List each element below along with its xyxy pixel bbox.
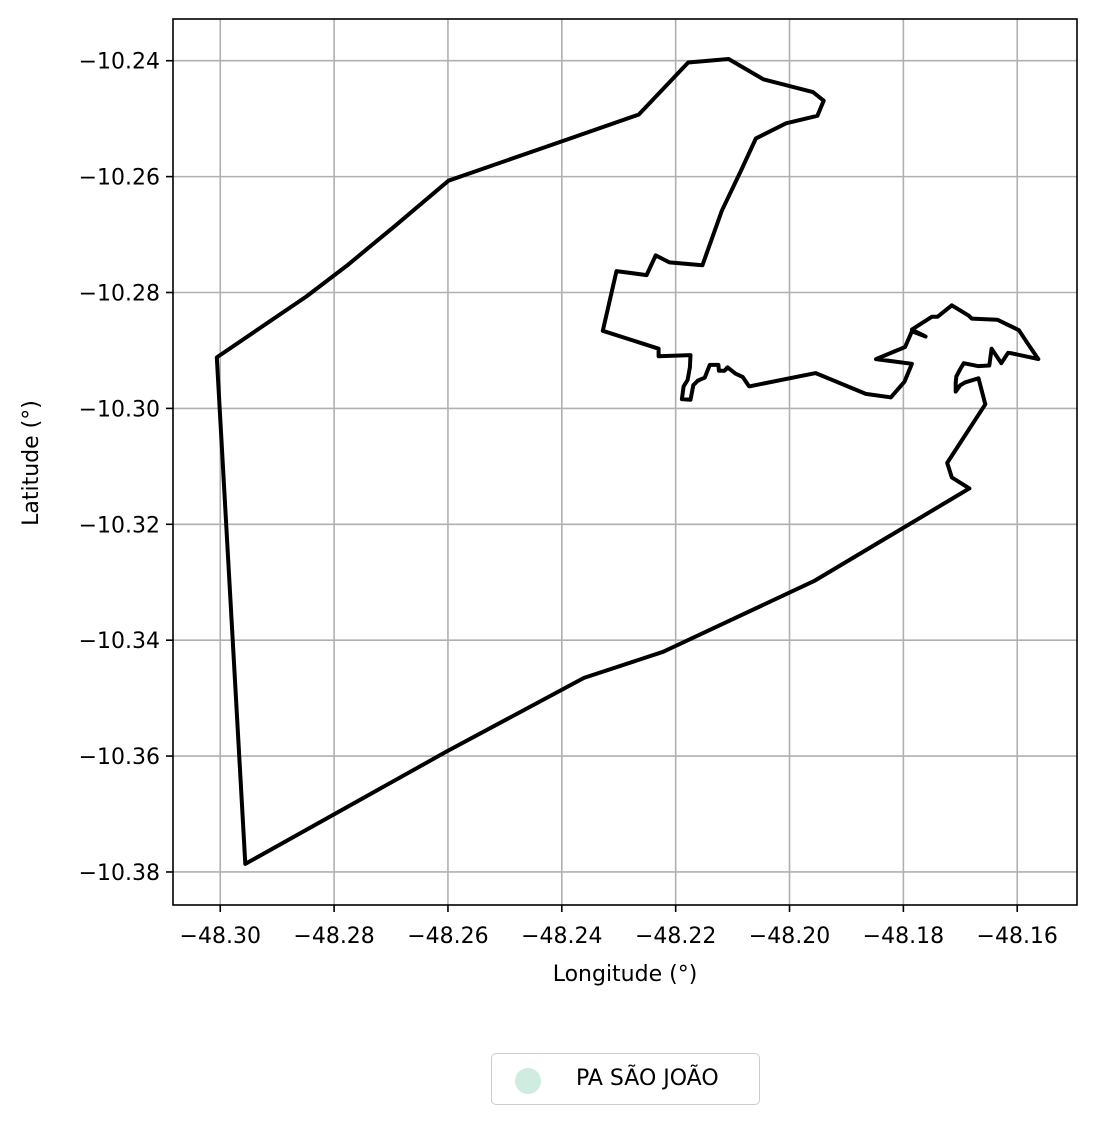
y-tick-label: −10.26 <box>79 166 160 191</box>
legend-marker-icon <box>515 1068 541 1094</box>
x-tick-label: −48.26 <box>407 924 488 949</box>
y-tick-label: −10.24 <box>79 50 160 75</box>
y-tick-label: −10.30 <box>79 397 160 422</box>
legend-label: PA SÃO JOÃO <box>576 1066 719 1091</box>
x-tick-label: −48.22 <box>635 924 716 949</box>
y-tick-label: −10.32 <box>79 513 160 538</box>
region-outline-layer <box>214 57 1041 866</box>
x-axis-label: Longitude (°) <box>553 962 698 987</box>
region-boundary <box>214 57 1041 866</box>
x-tick-label: −48.30 <box>180 924 261 949</box>
x-tick-label: −48.28 <box>293 924 374 949</box>
x-tick-label: −48.20 <box>749 924 830 949</box>
y-tick-label: −10.34 <box>79 629 160 654</box>
x-tick-label: −48.24 <box>521 924 602 949</box>
x-tick-label: −48.16 <box>977 924 1058 949</box>
y-axis-label: Latitude (°) <box>19 400 44 526</box>
legend-box: PA SÃO JOÃO <box>491 1053 760 1105</box>
y-tick-label: −10.28 <box>79 282 160 307</box>
axes-frame <box>172 18 1078 906</box>
gridlines <box>173 19 1077 905</box>
y-tick-label: −10.36 <box>79 745 160 770</box>
x-tick-label: −48.18 <box>863 924 944 949</box>
x-axis-ticks: −48.30 −48.28 −48.26 −48.24 −48.22 −48.20 −48.… <box>180 905 1058 949</box>
y-axis-ticks: −10.24 −10.26 −10.28 −10.30 −10.32 −10.34 −10.… <box>79 50 173 886</box>
y-tick-label: −10.38 <box>79 861 160 886</box>
